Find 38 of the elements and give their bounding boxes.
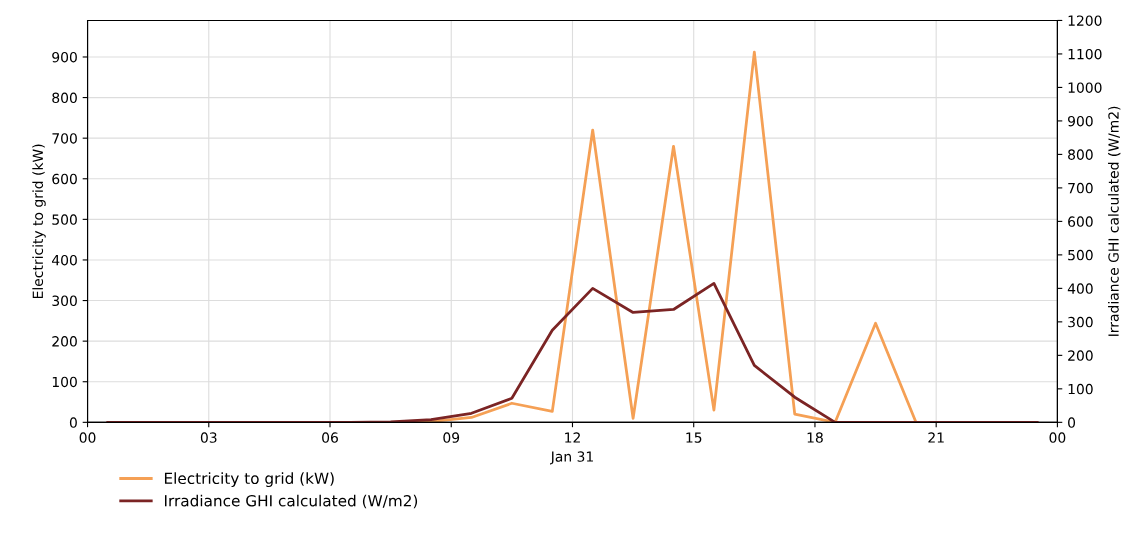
x-tick-label: 18 xyxy=(807,432,823,443)
y-tick-label: 900 xyxy=(52,51,77,63)
y-tick-label: 700 xyxy=(52,133,77,144)
x-tick-label: 09 xyxy=(443,432,460,443)
x-tick-label: 00 xyxy=(79,432,96,443)
y2-tick-label: 1000 xyxy=(1068,82,1102,93)
y2-tick-label: 300 xyxy=(1068,316,1093,328)
y2-tick-label: 0 xyxy=(1068,417,1076,428)
y2-tick-label: 1100 xyxy=(1068,48,1102,60)
y2-tick-label: 900 xyxy=(1068,115,1093,127)
y-tick-label: 100 xyxy=(52,376,77,388)
y-tick-label: 600 xyxy=(52,173,77,185)
x-tick-label: 12 xyxy=(565,432,580,443)
y2-tick-label: 200 xyxy=(1068,350,1093,361)
y-tick-label: 200 xyxy=(52,336,77,347)
x-tick-label: 15 xyxy=(686,432,702,443)
y-tick-label: 300 xyxy=(52,295,77,307)
legend-label: Irradiance GHI calculated (W/m2) xyxy=(164,494,418,509)
legend-label: Electricity to grid (kW) xyxy=(164,472,334,488)
y2-tick-label: 700 xyxy=(1068,182,1093,194)
y2-tick-label: 1200 xyxy=(1068,15,1102,26)
y-axis-title: Electricity to grid (kW) xyxy=(32,144,46,299)
x-tick-label: 06 xyxy=(322,432,338,443)
y-tick-label: 800 xyxy=(52,92,77,104)
y2-tick-label: 400 xyxy=(1067,283,1093,294)
y2-axis-title: Irradiance GHI calculated (W/m2) xyxy=(1108,106,1121,336)
y2-tick-label: 100 xyxy=(1068,383,1093,395)
x-tick-label: 03 xyxy=(200,432,217,443)
y-tick-label: 500 xyxy=(52,214,77,225)
y2-tick-label: 800 xyxy=(1068,149,1093,160)
x-tick-label: 21 xyxy=(928,432,944,443)
x-tick-label: 00 xyxy=(1049,432,1066,443)
y-tick-label: 0 xyxy=(69,417,77,428)
y-tick-label: 400 xyxy=(52,254,77,266)
line-series xyxy=(106,281,1039,423)
y2-tick-label: 600 xyxy=(1068,216,1093,227)
y2-tick-label: 500 xyxy=(1068,249,1093,261)
x-axis-title: Jan 31 xyxy=(550,451,593,465)
